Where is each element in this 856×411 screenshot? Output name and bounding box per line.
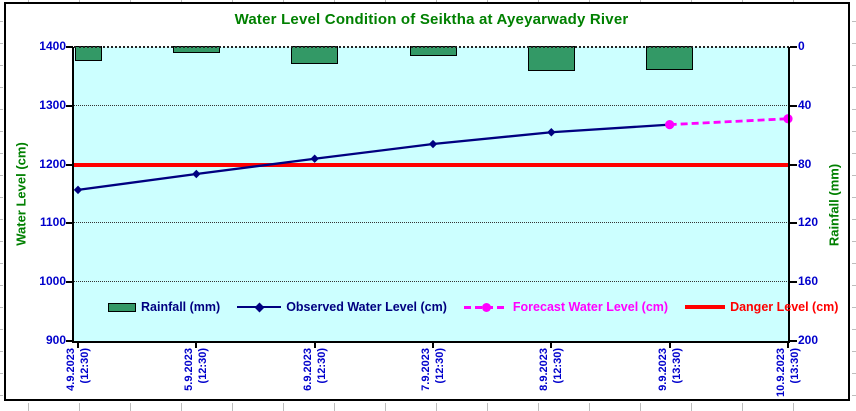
gridline bbox=[74, 281, 789, 283]
legend-item-rainfall: Rainfall (mm) bbox=[108, 300, 220, 314]
axis-tick-bottom bbox=[195, 343, 198, 348]
legend-label-rainfall: Rainfall (mm) bbox=[141, 300, 221, 314]
legend-label-danger: Danger Level (cm) bbox=[730, 300, 839, 314]
observed-marker bbox=[310, 154, 319, 163]
y-axis-left-line bbox=[72, 47, 74, 343]
x-axis-label: 5.9.2023 (12:30) bbox=[183, 348, 210, 391]
forecast-line bbox=[669, 117, 789, 127]
spreadsheet-gridline-ticks-right bbox=[852, 0, 856, 411]
x-axis-label: 7.9.2023 (12:30) bbox=[420, 348, 446, 391]
axis-tick-left bbox=[66, 281, 73, 284]
x-axis-label: 4.9.2023 (12:30) bbox=[65, 348, 91, 391]
danger-level-line bbox=[74, 162, 789, 167]
axis-tick-bottom bbox=[550, 343, 553, 348]
gridline-top bbox=[74, 46, 789, 48]
y-axis-label-left: 1200 bbox=[39, 156, 66, 171]
axis-tick-left bbox=[66, 104, 73, 107]
axis-tick-right bbox=[790, 281, 797, 284]
legend-item-observed: Observed Water Level (cm) bbox=[237, 300, 447, 314]
spreadsheet-gridline-ticks-left bbox=[0, 0, 3, 411]
axis-tick-left bbox=[66, 163, 73, 166]
danger-line-swatch-icon bbox=[685, 305, 726, 309]
axis-tick-left bbox=[66, 46, 73, 48]
axis-tick-left bbox=[66, 222, 73, 225]
observed-marker bbox=[547, 128, 556, 137]
y-axis-label-right: 40 bbox=[798, 97, 812, 112]
observed-line-swatch-icon bbox=[237, 301, 282, 313]
axis-tick-right bbox=[790, 104, 797, 107]
y-axis-label-right: 200 bbox=[798, 333, 819, 347]
observed-line bbox=[77, 123, 670, 192]
y-axis-label-left: 1000 bbox=[39, 274, 66, 289]
axis-tick-bottom bbox=[313, 343, 316, 348]
chart-title: Water Level Condition of Seiktha at Ayey… bbox=[234, 11, 629, 28]
legend-label-observed: Observed Water Level (cm) bbox=[286, 300, 447, 314]
observed-marker bbox=[192, 169, 201, 179]
gridline bbox=[74, 104, 789, 106]
axis-tick-bottom bbox=[668, 343, 671, 348]
axis-tick-right bbox=[790, 222, 797, 225]
y-axis-label-right: 160 bbox=[798, 274, 819, 289]
axis-tick-right bbox=[790, 340, 797, 342]
y-axis-label-left: 1100 bbox=[39, 215, 66, 230]
observed-marker bbox=[428, 139, 438, 149]
rainfall-swatch-icon bbox=[108, 302, 136, 312]
y-axis-label-left: 900 bbox=[45, 333, 66, 347]
x-axis-line bbox=[72, 341, 790, 343]
axis-tick-bottom bbox=[77, 343, 79, 348]
observed-marker bbox=[73, 185, 83, 195]
x-axis-label: 8.9.2023 (12:30) bbox=[538, 348, 565, 391]
y-axis-label-right: 80 bbox=[798, 156, 812, 171]
forecast-marker bbox=[665, 120, 675, 130]
y-axis-label-right: 120 bbox=[798, 215, 819, 230]
y-axis-label-left: 1300 bbox=[39, 97, 66, 112]
legend-label-forecast: Forecast Water Level (cm) bbox=[512, 300, 669, 314]
axis-tick-left bbox=[66, 340, 73, 342]
plot-area bbox=[73, 46, 793, 341]
x-axis-label: 9.9.2023 (13:30) bbox=[656, 348, 683, 391]
gridline bbox=[74, 222, 789, 224]
axis-tick-right bbox=[790, 163, 797, 166]
axis-tick-bottom bbox=[432, 343, 434, 348]
y-axis-title-right: Rainfall (mm) bbox=[826, 163, 842, 247]
y-axis-label-right: 0 bbox=[798, 39, 805, 53]
axis-tick-right bbox=[790, 46, 797, 48]
legend-item-danger: Danger Level (cm) bbox=[685, 300, 838, 314]
legend-item-forecast: Forecast Water Level (cm) bbox=[463, 300, 669, 314]
y-axis-right-line bbox=[788, 47, 790, 343]
x-axis-label: 6.9.2023 (12:30) bbox=[301, 348, 328, 391]
legend: Rainfall (mm) Observed Water Level (cm) … bbox=[108, 300, 838, 314]
axis-tick-bottom bbox=[787, 343, 789, 348]
forecast-line-swatch-icon bbox=[463, 301, 508, 313]
y-axis-label-left: 1400 bbox=[39, 39, 66, 53]
x-axis-label: 10.9.2023 (13:30) bbox=[775, 348, 801, 397]
line-series-layer bbox=[73, 114, 793, 195]
